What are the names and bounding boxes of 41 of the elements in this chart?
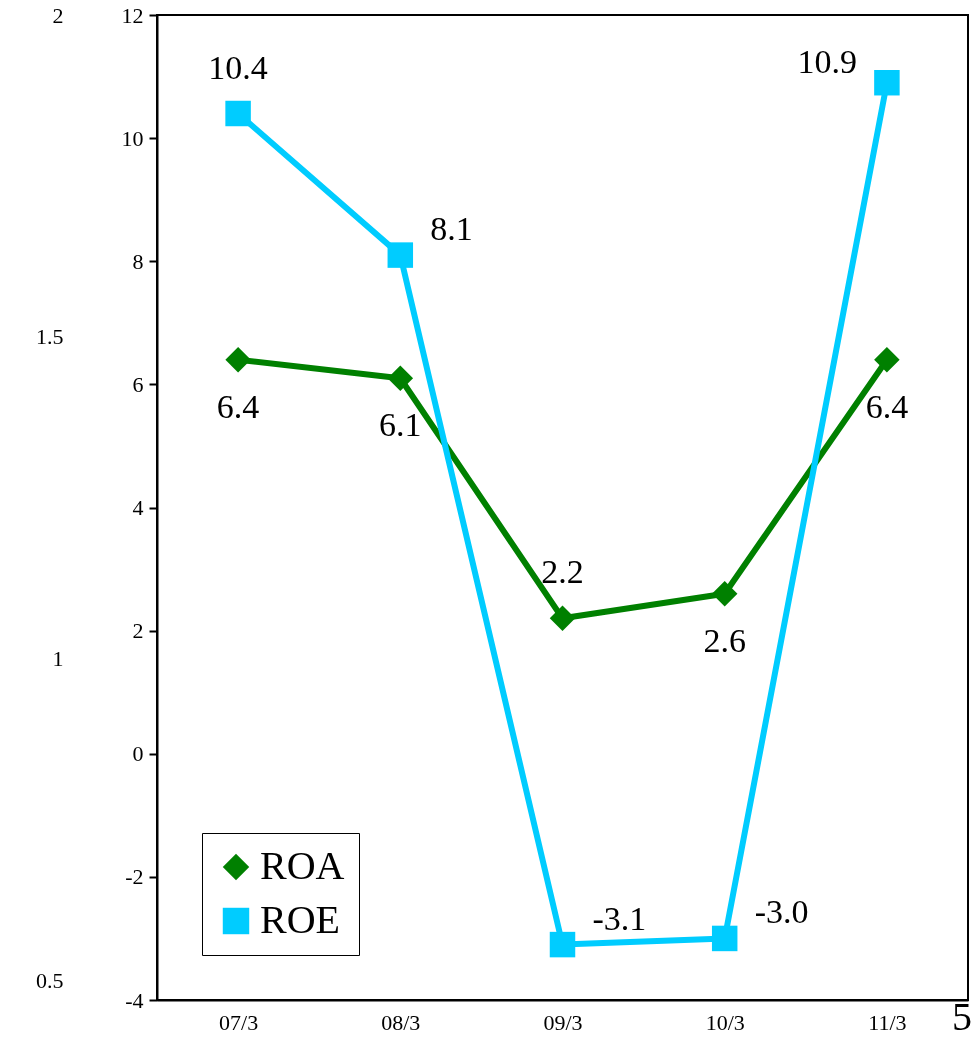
x-tick-label: 10/3 bbox=[705, 1009, 745, 1035]
x-tick-label: 08/3 bbox=[381, 1009, 421, 1035]
legend-label: ROE bbox=[260, 897, 340, 942]
point bbox=[387, 242, 414, 268]
point bbox=[874, 69, 900, 96]
data-label: 6.4 bbox=[865, 387, 909, 425]
data-label: -3.0 bbox=[754, 893, 809, 931]
y-tick-label: 4 bbox=[132, 495, 144, 520]
data-label: 6.1 bbox=[379, 406, 422, 444]
x-tick-label: 09/3 bbox=[543, 1009, 583, 1035]
point bbox=[711, 580, 738, 607]
y-tick-label: -2 bbox=[125, 864, 144, 890]
data-label: 8.1 bbox=[430, 210, 473, 248]
legend-label: ROA bbox=[260, 843, 345, 888]
x-tick-label: 11/3 bbox=[868, 1009, 907, 1035]
y2-tick-label: 2 bbox=[52, 2, 64, 28]
data-label: 10.4 bbox=[208, 48, 268, 86]
point bbox=[711, 925, 738, 952]
point bbox=[874, 347, 900, 373]
y2-tick-label: 0.5 bbox=[36, 968, 64, 994]
point bbox=[549, 931, 576, 958]
point bbox=[549, 605, 576, 632]
data-label: 6.4 bbox=[216, 387, 260, 425]
x-tick-label: 07/3 bbox=[219, 1009, 259, 1035]
data-label: 2.6 bbox=[703, 621, 746, 659]
data-label: 10.9 bbox=[797, 42, 857, 80]
y-tick-label: 8 bbox=[132, 248, 144, 274]
annotation: 5 bbox=[952, 993, 972, 1040]
point bbox=[387, 365, 414, 391]
data-label: -3.1 bbox=[592, 899, 647, 937]
point bbox=[225, 347, 251, 373]
y-tick-label: 6 bbox=[132, 371, 144, 397]
y-tick-label: 12 bbox=[121, 2, 144, 28]
y-tick-label: 10 bbox=[121, 125, 144, 151]
data-label: 2.2 bbox=[541, 553, 584, 591]
y2-tick-label: 1.5 bbox=[36, 324, 64, 350]
y-tick-label: -4 bbox=[125, 987, 144, 1013]
y-tick-label: 0 bbox=[132, 741, 144, 767]
y-tick-label: 2 bbox=[132, 618, 144, 644]
point bbox=[225, 100, 251, 127]
y2-tick-label: 1 bbox=[52, 646, 64, 672]
